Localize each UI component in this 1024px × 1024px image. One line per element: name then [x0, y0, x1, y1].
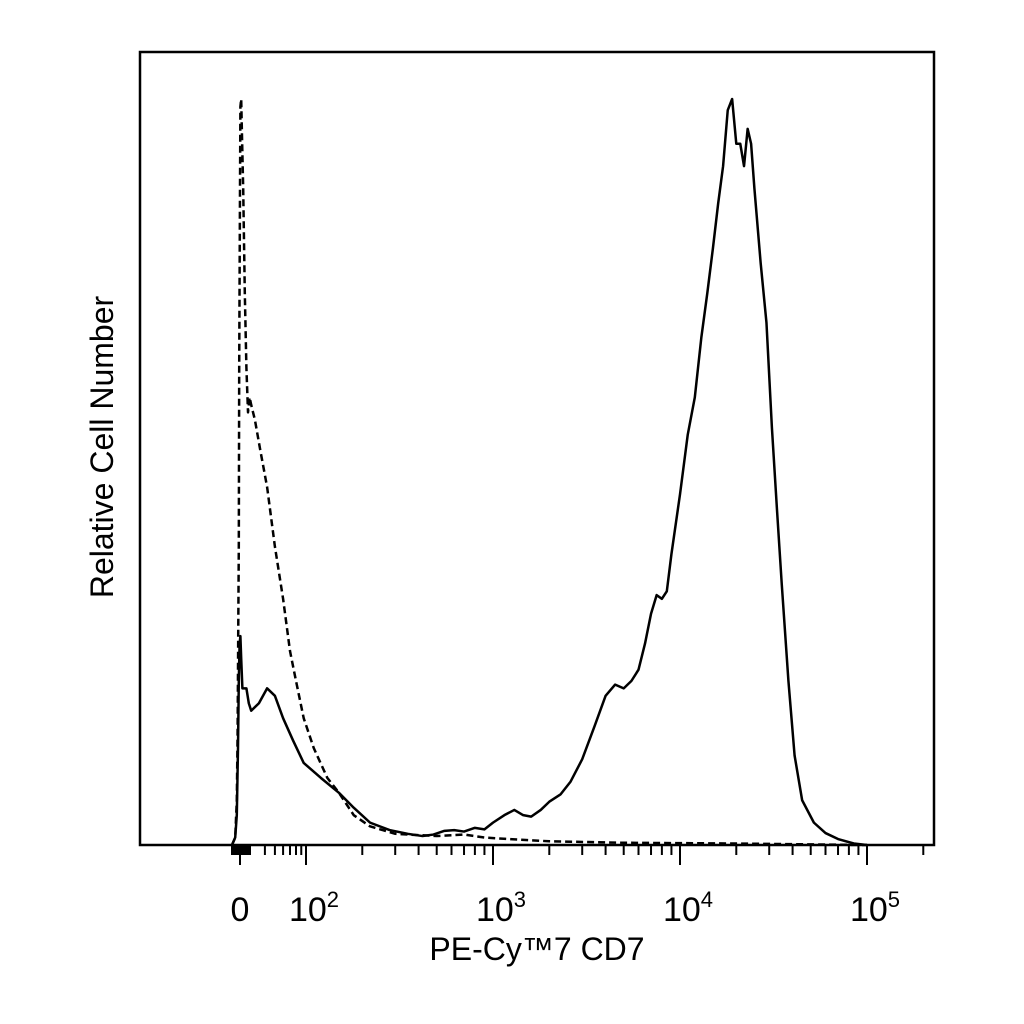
x-tick-label: 0 — [231, 891, 250, 929]
x-tick-label-base: 0 — [231, 891, 250, 929]
x-tick-label-exponent: 3 — [514, 887, 526, 912]
x-axis-tick-labels: 0 102 103 104 105 — [231, 887, 901, 929]
plot-frame — [138, 50, 936, 847]
y-axis-label: Relative Cell Number — [84, 295, 120, 598]
x-tick-label: 102 — [289, 887, 339, 929]
x-tick-label-exponent: 4 — [701, 887, 713, 912]
x-axis-ticks — [231, 845, 925, 865]
series-layer — [230, 97, 868, 847]
histogram-dashed-series — [230, 97, 868, 847]
x-tick-label: 103 — [476, 887, 526, 929]
x-tick-label-base: 10 — [476, 891, 514, 929]
x-tick-label-exponent: 5 — [888, 887, 900, 912]
x-axis-label: PE-Cy™7 CD7 — [429, 931, 644, 967]
x-tick-label-exponent: 2 — [327, 887, 339, 912]
histogram-solid-series — [230, 97, 868, 847]
x-tick-label-base: 10 — [663, 891, 701, 929]
x-tick-label: 104 — [663, 887, 713, 929]
x-tick-label: 105 — [850, 887, 900, 929]
x-tick-label-base: 10 — [850, 891, 888, 929]
x-tick-label-base: 10 — [289, 891, 327, 929]
